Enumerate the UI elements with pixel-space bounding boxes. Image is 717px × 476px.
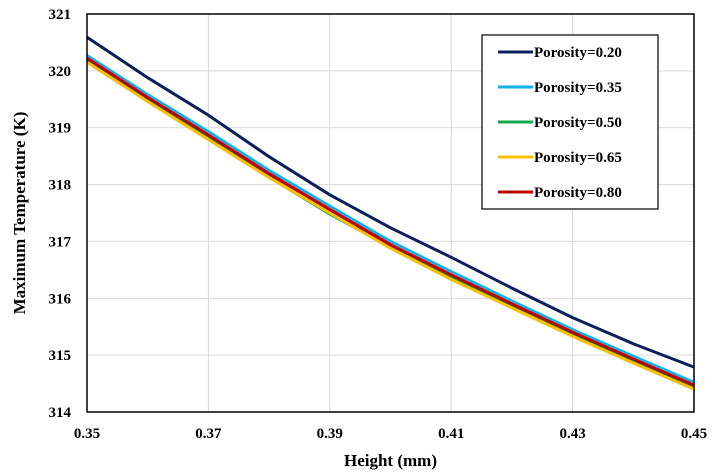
- legend-label: Porosity=0.50: [534, 115, 622, 131]
- legend-item: Porosity=0.35: [498, 80, 622, 96]
- legend-label: Porosity=0.20: [534, 45, 622, 61]
- series-line-porosity-0-80: [86, 57, 695, 387]
- x-tick-labels: 0.35 0.37 0.39 0.41 0.43 0.45: [74, 426, 707, 442]
- plot-frame: [86, 13, 695, 413]
- x-tick-label: 0.37: [195, 426, 222, 442]
- y-tick-label: 318: [49, 178, 72, 194]
- legend: Porosity=0.20 Porosity=0.35 Porosity=0.50 P…: [481, 34, 659, 210]
- series-line-porosity-0-65: [86, 61, 695, 391]
- series-line-porosity-0-20: [86, 36, 695, 369]
- y-tick-label: 319: [49, 121, 72, 137]
- legend-item: Porosity=0.80: [498, 185, 622, 201]
- y-axis-title: Maximum Temperature (K): [10, 112, 29, 315]
- legend-item: Porosity=0.50: [498, 115, 622, 131]
- series-lines: [86, 36, 695, 391]
- series-line-porosity-0-35: [86, 54, 695, 384]
- legend-item: Porosity=0.20: [498, 45, 622, 61]
- x-tick-label: 0.45: [681, 426, 707, 442]
- legend-label: Porosity=0.80: [534, 185, 622, 201]
- x-tick-label: 0.41: [438, 426, 464, 442]
- x-tick-label: 0.35: [74, 426, 100, 442]
- legend-label: Porosity=0.35: [534, 80, 622, 96]
- y-tick-label: 314: [49, 405, 72, 421]
- y-tick-label: 321: [49, 7, 72, 23]
- y-tick-labels: 314 315 316 317 318 319 320 321: [49, 7, 72, 421]
- y-tick-label: 320: [49, 64, 72, 80]
- legend-label: Porosity=0.65: [534, 150, 622, 166]
- y-tick-label: 316: [49, 291, 72, 307]
- x-tick-label: 0.39: [317, 426, 343, 442]
- legend-item: Porosity=0.65: [498, 150, 622, 166]
- y-tick-label: 315: [49, 348, 72, 364]
- x-tick-label: 0.43: [559, 426, 585, 442]
- x-axis-title: Height (mm): [344, 451, 437, 470]
- y-tick-label: 317: [49, 234, 72, 250]
